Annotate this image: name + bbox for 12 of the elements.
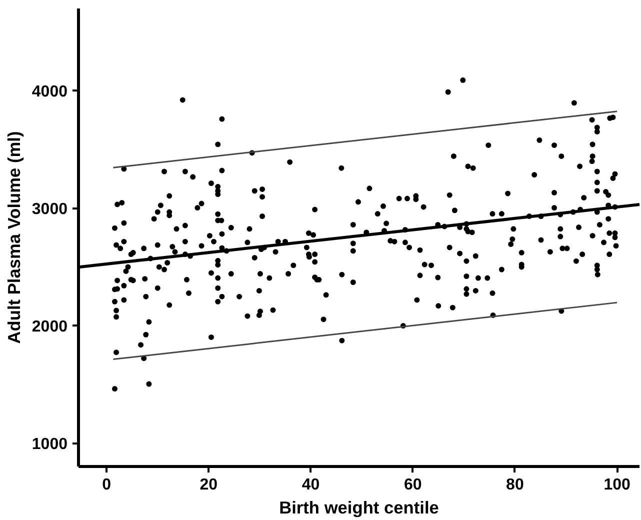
- y-tick-label: 2000: [32, 318, 68, 336]
- x-tick-label: 80: [506, 476, 524, 494]
- x-axis-title: Birth weight centile: [279, 498, 440, 518]
- x-tick-label: 40: [302, 476, 320, 494]
- x-tick-label: 60: [404, 476, 422, 494]
- y-axis-title: Adult Plasma Volume (ml): [4, 131, 24, 344]
- x-tick-label: 0: [102, 476, 112, 494]
- y-tick-label: 3000: [32, 201, 68, 218]
- y-tick-label: 1000: [32, 436, 68, 454]
- x-tick-label: 20: [200, 476, 218, 494]
- x-tick-label: 100: [604, 476, 630, 494]
- y-tick-label: 4000: [32, 84, 68, 101]
